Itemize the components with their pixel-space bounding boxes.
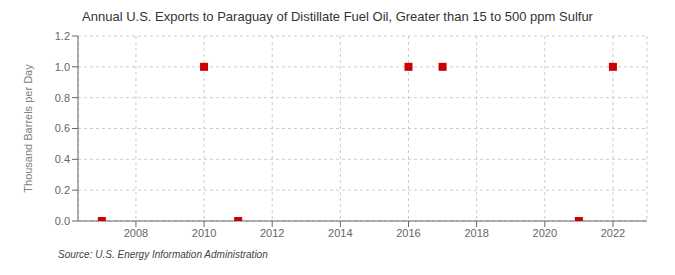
svg-text:2022: 2022 — [601, 227, 625, 239]
svg-text:1.2: 1.2 — [55, 30, 70, 42]
svg-text:Thousand Barrels per Day: Thousand Barrels per Day — [22, 64, 34, 193]
svg-text:2010: 2010 — [192, 227, 216, 239]
svg-text:2020: 2020 — [533, 227, 557, 239]
svg-text:0.6: 0.6 — [55, 122, 70, 134]
svg-text:2016: 2016 — [396, 227, 420, 239]
svg-text:0.8: 0.8 — [55, 92, 70, 104]
svg-text:0.4: 0.4 — [55, 153, 70, 165]
svg-text:2014: 2014 — [328, 227, 352, 239]
svg-text:1.0: 1.0 — [55, 61, 70, 73]
html-text:Source: U.S. Energy Informatio: Source: U.S. Energy Information Administ… — [58, 249, 268, 260]
svg-text:0.2: 0.2 — [55, 184, 70, 196]
svg-text:2012: 2012 — [260, 227, 284, 239]
svg-text:2018: 2018 — [464, 227, 488, 239]
svg-text:2008: 2008 — [124, 227, 148, 239]
html-text:Annual U.S. Exports to Paragua: Annual U.S. Exports to Paraguay of Disti… — [82, 9, 593, 24]
svg-text:0.0: 0.0 — [55, 215, 70, 227]
